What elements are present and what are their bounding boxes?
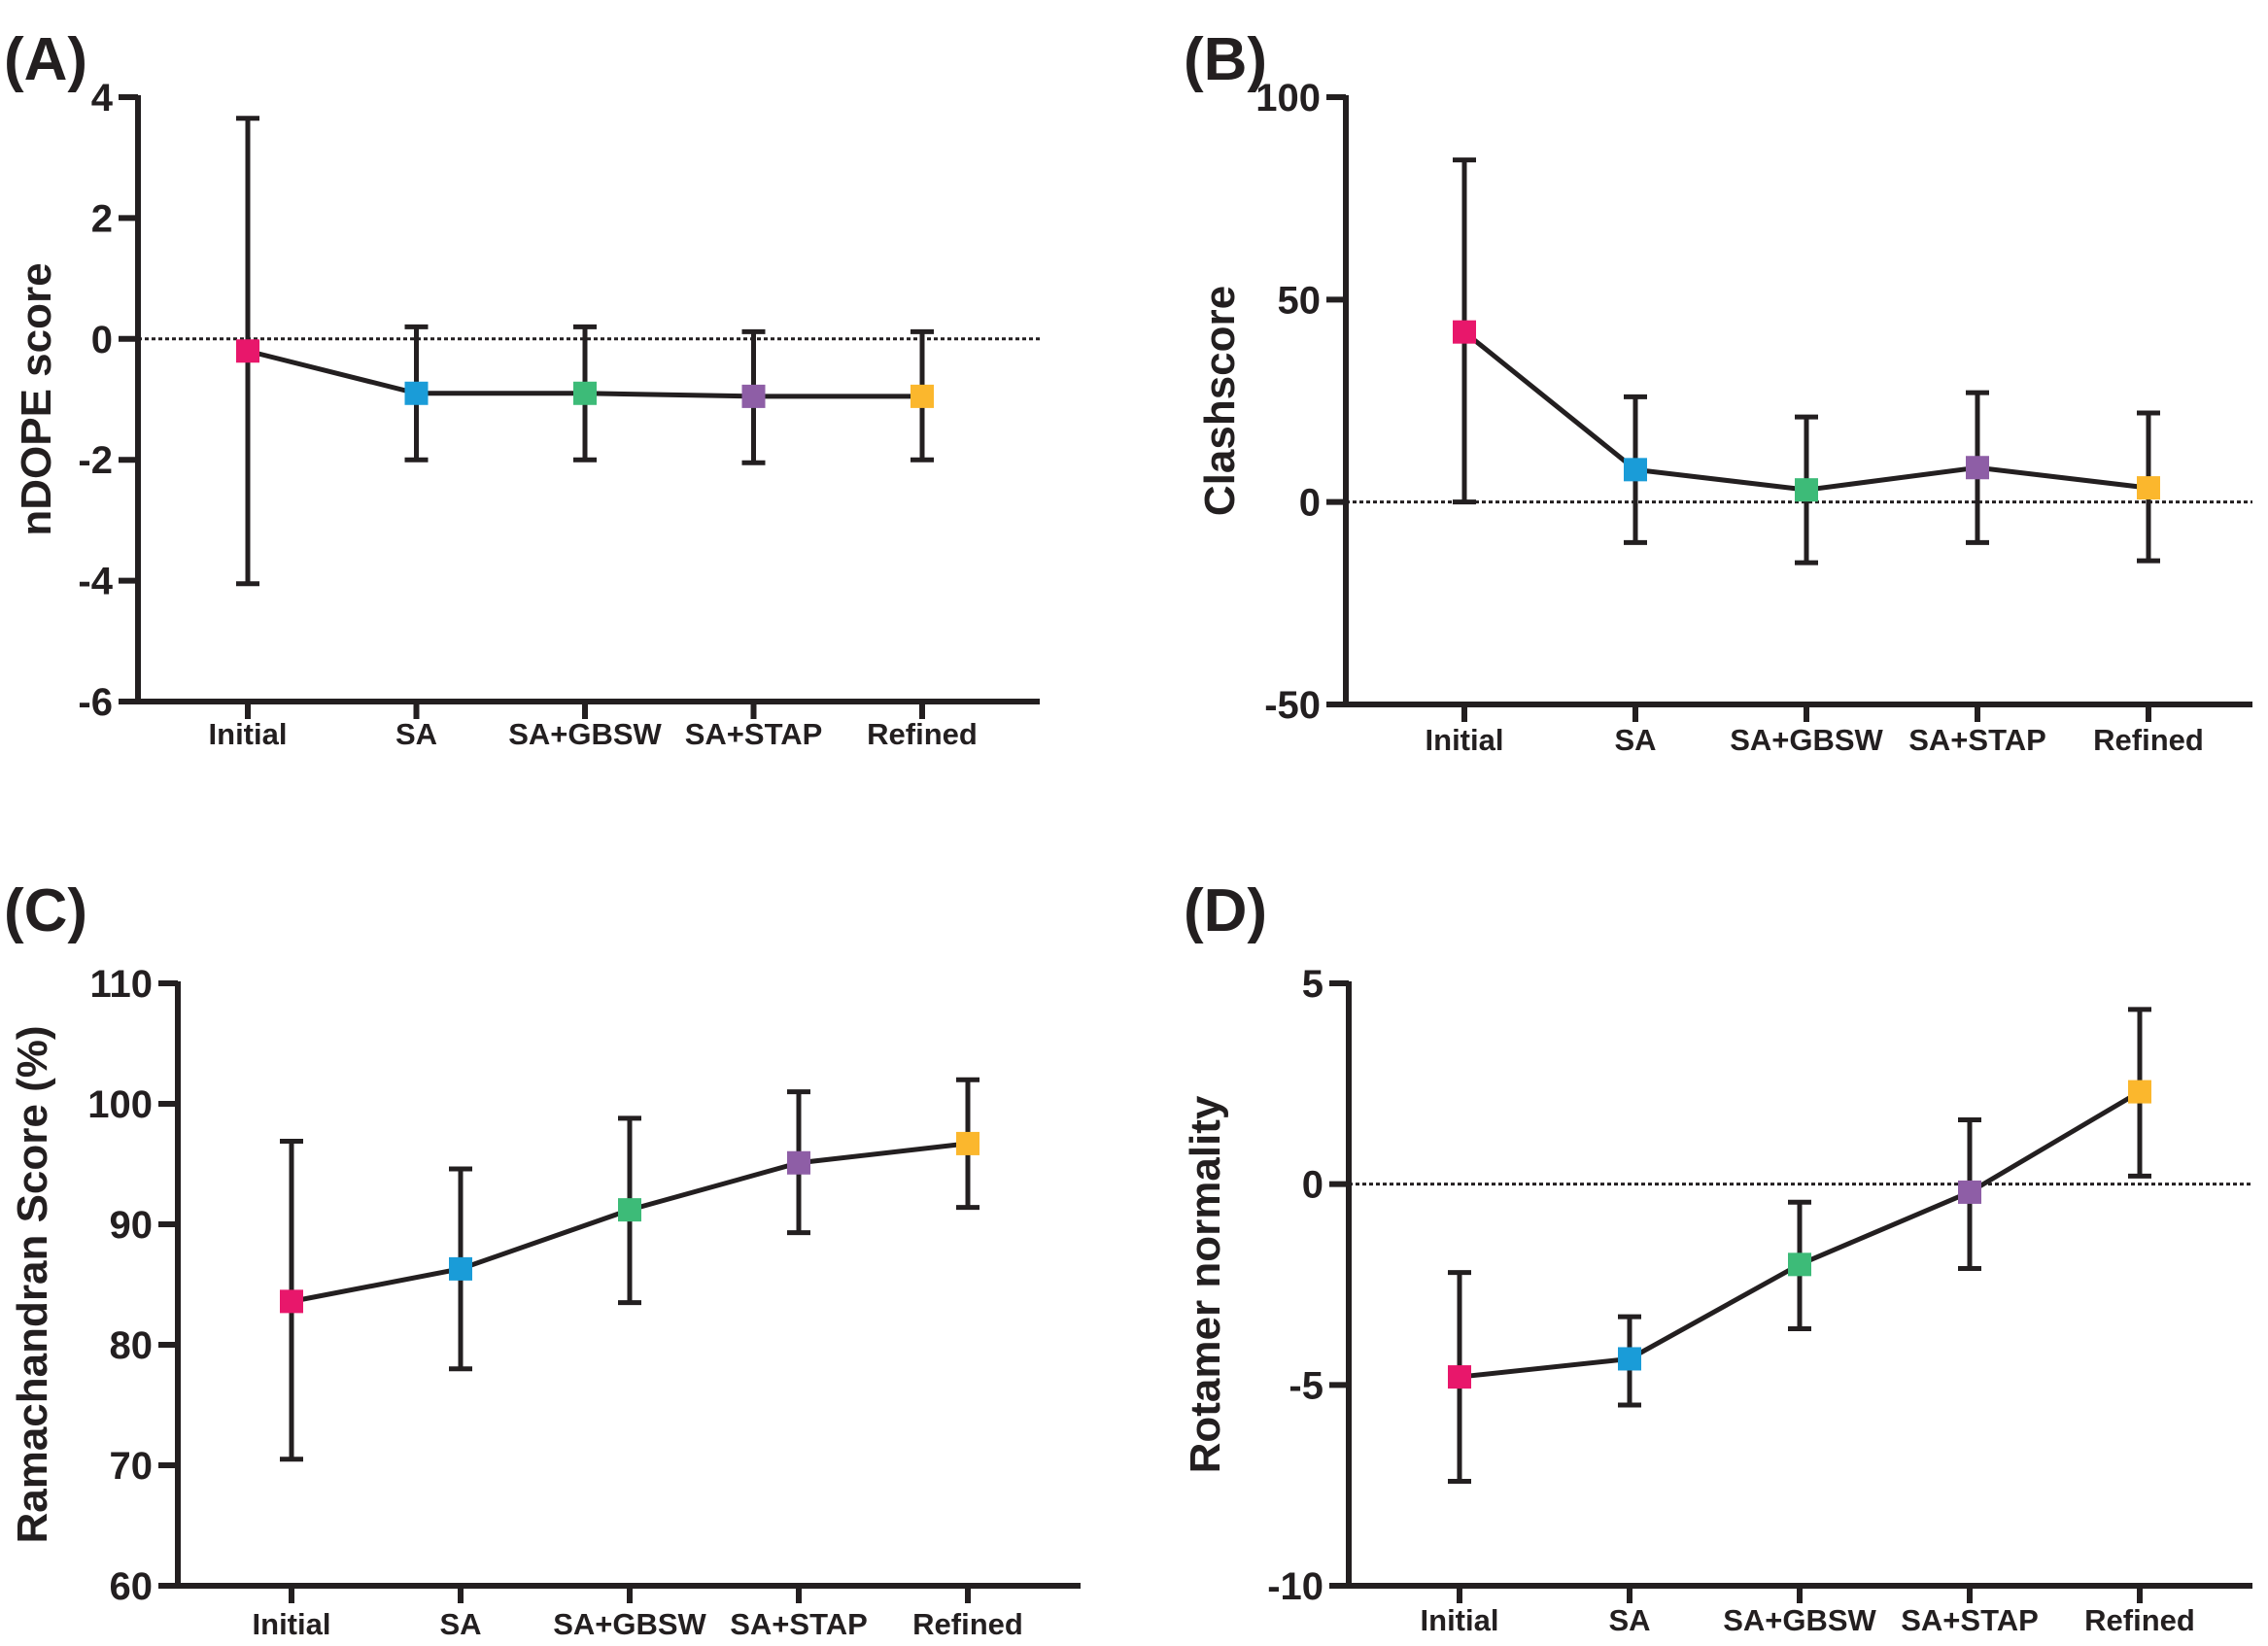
x-tick-label: Refined	[912, 1607, 1023, 1641]
data-point-initial	[1448, 1365, 1471, 1389]
data-point-sa-gbsw	[1788, 1252, 1811, 1277]
chart-panel-d: (D) 5 0 -5 -10 Initial SA SA+GBSW SA+STAP Refined…	[1182, 877, 2252, 1637]
y-tick-label: 110	[89, 963, 153, 1006]
y-tick-label: 0	[1302, 1164, 1323, 1207]
data-point-sa	[1624, 458, 1647, 482]
y-tick-label: 2	[91, 197, 113, 240]
x-tick-label: Refined	[2084, 1603, 2195, 1637]
x-tick-label: Initial	[253, 1607, 331, 1641]
data-point-refined	[911, 384, 934, 408]
y-tick-label: 60	[110, 1565, 154, 1608]
panel-label: (B)	[1184, 26, 1267, 93]
x-tick-label: Refined	[867, 717, 978, 751]
y-tick-label: 100	[1255, 77, 1321, 120]
data-point-sa-stap	[1966, 456, 1989, 480]
y-tick-label: 90	[110, 1204, 154, 1247]
y-tick-label: 70	[110, 1445, 154, 1488]
data-point-initial	[236, 339, 259, 363]
data-point-sa-stap	[787, 1150, 810, 1175]
x-tick-label: Initial	[209, 717, 288, 751]
data-point-refined	[956, 1131, 979, 1155]
y-axis-title: Clashscore	[1196, 286, 1244, 516]
x-tick-label: SA+GBSW	[508, 717, 662, 751]
panel-label: (D)	[1184, 877, 1267, 944]
y-axis-title: nDOPE score	[13, 262, 60, 535]
y-axis-title: Ramachandran Score (%)	[9, 1025, 56, 1543]
data-point-sa	[1618, 1347, 1641, 1371]
y-tick-label: -50	[1264, 684, 1321, 727]
x-tick-label: Initial	[1421, 1603, 1499, 1637]
chart-panel-c: (C)110 100 90 80 70 60 Initial SA SA+GBSW SA+STAP…	[4, 877, 1081, 1641]
x-tick-label: SA+GBSW	[553, 1607, 706, 1641]
x-tick-label: SA+STAP	[1901, 1603, 2039, 1637]
y-tick-label: 80	[110, 1324, 154, 1367]
y-tick-label: 4	[91, 77, 114, 120]
x-tick-label: Refined	[2093, 723, 2204, 757]
chart-panel-a: (A)4 2 0 -2 -4 -6 Initial SA SA+GBSW SA+STAP Refin…	[4, 26, 1040, 751]
panel-label: (C)	[4, 877, 87, 944]
data-point-sa-stap	[1958, 1180, 1981, 1204]
data-point-refined	[2128, 1080, 2151, 1104]
data-point-initial	[280, 1289, 303, 1314]
data-point-sa	[449, 1256, 472, 1281]
data-point-sa-gbsw	[618, 1198, 641, 1222]
y-tick-label: 100	[87, 1083, 153, 1126]
panel-label: (A)	[4, 26, 87, 93]
y-tick-label: 50	[1278, 279, 1322, 322]
data-point-sa	[404, 381, 429, 405]
x-tick-label: SA	[1614, 723, 1656, 757]
y-tick-label: 0	[1299, 482, 1321, 525]
y-tick-label: -5	[1289, 1364, 1323, 1407]
y-tick-label: -10	[1267, 1565, 1323, 1608]
y-tick-label: -2	[78, 439, 113, 482]
x-tick-label: SA+STAP	[730, 1607, 868, 1641]
y-tick-label: -4	[78, 561, 113, 603]
y-tick-label: 0	[91, 319, 113, 361]
x-tick-label: SA+GBSW	[1730, 723, 1883, 757]
x-tick-label: SA+GBSW	[1723, 1603, 1876, 1637]
x-tick-label: SA	[1608, 1603, 1650, 1637]
data-point-sa-gbsw	[1795, 478, 1818, 502]
y-tick-label: -6	[78, 681, 113, 724]
chart-panel-b: (B)100 50 0 -50 Initial SA SA+GBSW SA+STAP Refin…	[1184, 26, 2252, 757]
data-point-refined	[2137, 476, 2160, 500]
y-axis-title: Rotamer normality	[1182, 1095, 1229, 1473]
data-point-sa-stap	[741, 384, 766, 408]
x-tick-label: SA	[439, 1607, 481, 1641]
data-point-initial	[1453, 320, 1476, 344]
data-point-sa-gbsw	[573, 381, 597, 405]
y-tick-label: 5	[1302, 963, 1323, 1006]
x-tick-label: SA+STAP	[1908, 723, 2046, 757]
x-tick-label: SA+STAP	[685, 717, 823, 751]
x-tick-label: SA	[395, 717, 437, 751]
x-tick-label: Initial	[1426, 723, 1504, 757]
